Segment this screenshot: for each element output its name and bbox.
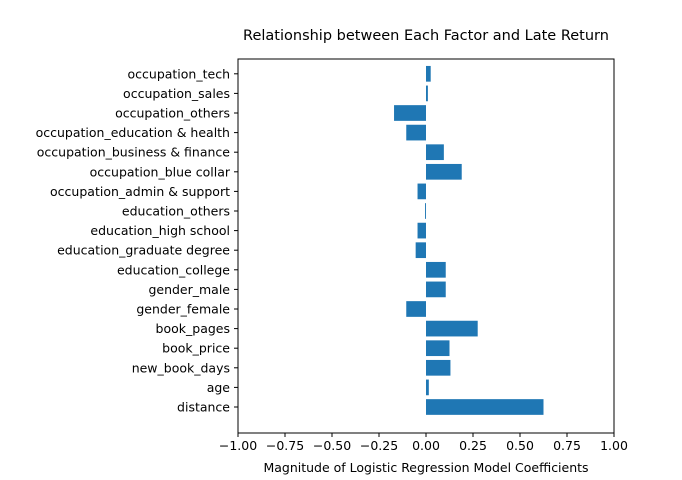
x-tick-label: −0.75 bbox=[266, 438, 304, 453]
y-tick-label: occupation_admin & support bbox=[50, 184, 230, 199]
y-tick-label: occupation_education & health bbox=[36, 125, 230, 140]
bar-16 bbox=[426, 85, 428, 102]
x-tick-label: 1.00 bbox=[600, 438, 628, 453]
y-tick-label: new_book_days bbox=[132, 360, 230, 375]
bar-17 bbox=[426, 65, 431, 82]
bar-6 bbox=[426, 281, 446, 298]
bar-1 bbox=[426, 379, 429, 396]
y-tick-label: book_pages bbox=[156, 321, 230, 336]
bar-7 bbox=[426, 261, 446, 278]
bar-0 bbox=[426, 399, 544, 415]
bar-3 bbox=[426, 340, 450, 357]
x-axis-ticks: −1.00 −0.75 −0.50 −0.25 0.00 0.25 0.50 0.75 1.00 bbox=[219, 433, 628, 453]
bar-13 bbox=[426, 144, 444, 161]
y-tick-label: occupation_business & finance bbox=[37, 145, 231, 160]
y-tick-label: education_college bbox=[117, 262, 230, 277]
y-tick-label: education_graduate degree bbox=[57, 243, 230, 258]
y-tick-label: occupation_tech bbox=[128, 66, 231, 81]
y-tick-label: occupation_others bbox=[115, 106, 230, 121]
y-tick-label: distance bbox=[177, 400, 230, 415]
x-tick-label: 0.75 bbox=[553, 438, 581, 453]
bar-5 bbox=[406, 301, 426, 317]
x-tick-label: −0.25 bbox=[360, 438, 398, 453]
bar-4 bbox=[426, 320, 478, 337]
y-tick-label: education_high school bbox=[90, 223, 230, 238]
bar-8 bbox=[415, 242, 426, 259]
bar-9 bbox=[417, 222, 426, 239]
y-tick-label: occupation_blue collar bbox=[90, 164, 231, 179]
x-tick-label: −0.50 bbox=[313, 438, 351, 453]
bar-15 bbox=[394, 105, 426, 121]
x-tick-label: 0.00 bbox=[412, 438, 440, 453]
bars-group bbox=[394, 65, 544, 415]
chart-title: Relationship between Each Factor and Lat… bbox=[243, 28, 609, 44]
bar-14 bbox=[406, 124, 426, 141]
x-tick-label: 0.25 bbox=[459, 438, 487, 453]
bar-10 bbox=[425, 203, 426, 219]
y-tick-label: age bbox=[207, 380, 231, 395]
bar-11 bbox=[417, 183, 426, 200]
y-tick-label: book_price bbox=[162, 341, 230, 356]
y-tick-label: gender_female bbox=[136, 302, 230, 317]
x-tick-label: −1.00 bbox=[219, 438, 257, 453]
y-tick-label: gender_male bbox=[148, 282, 230, 297]
y-tick-label: education_others bbox=[122, 204, 230, 219]
y-tick-label: occupation_sales bbox=[123, 86, 230, 101]
x-tick-label: 0.50 bbox=[506, 438, 534, 453]
bar-12 bbox=[426, 163, 462, 180]
bar-2 bbox=[426, 359, 451, 376]
x-axis-label: Magnitude of Logistic Regression Model C… bbox=[263, 460, 588, 475]
y-axis-ticks: distance age new_book_days book_price book_p… bbox=[36, 66, 238, 415]
